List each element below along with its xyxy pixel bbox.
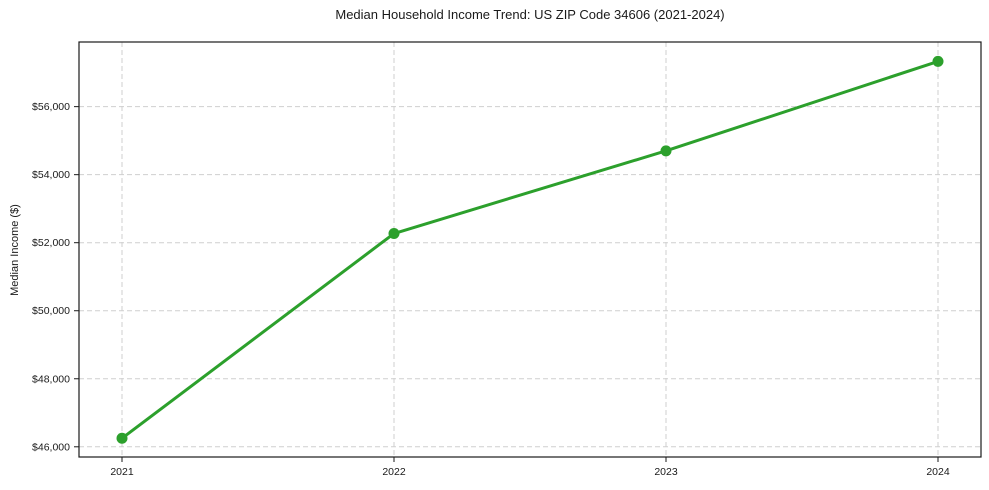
x-tick-label: 2024 [926, 466, 950, 478]
plot-border [78, 41, 982, 458]
x-tick-label: 2022 [382, 466, 406, 478]
y-tick-label: $56,000 [32, 101, 70, 113]
x-tick-label: 2021 [110, 466, 134, 478]
data-point [932, 55, 944, 67]
y-tick-label: $50,000 [32, 305, 70, 317]
data-point [388, 228, 400, 240]
trend-line [120, 59, 940, 440]
y-tick-label: $52,000 [32, 237, 70, 249]
y-tick-label: $48,000 [32, 373, 70, 385]
x-tick-label: 2023 [654, 466, 678, 478]
y-tick-label: $46,000 [32, 441, 70, 453]
data-point [116, 432, 128, 444]
y-tick-label: $54,000 [32, 169, 70, 181]
data-point [660, 145, 672, 157]
chart-title: Median Household Income Trend: US ZIP Co… [335, 7, 725, 22]
